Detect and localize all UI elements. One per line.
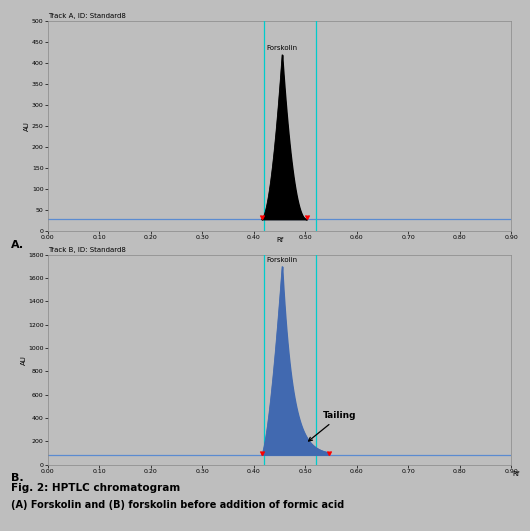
X-axis label: Rf: Rf — [276, 237, 283, 243]
Text: Fig. 2: HPTLC chromatogram: Fig. 2: HPTLC chromatogram — [11, 483, 180, 493]
Text: (A) Forskolin and (B) forskolin before addition of formic acid: (A) Forskolin and (B) forskolin before a… — [11, 500, 344, 510]
Text: A.: A. — [11, 240, 24, 250]
Text: B.: B. — [11, 473, 23, 483]
Text: Track B, ID: Standard8: Track B, ID: Standard8 — [48, 247, 126, 253]
Text: Forskolin: Forskolin — [267, 46, 298, 52]
X-axis label: Rf: Rf — [513, 471, 520, 477]
Text: Tailing: Tailing — [308, 411, 357, 441]
Text: Forskolin: Forskolin — [267, 257, 298, 263]
Y-axis label: AU: AU — [24, 121, 30, 131]
Y-axis label: AU: AU — [21, 355, 27, 365]
Text: Track A, ID: Standard8: Track A, ID: Standard8 — [48, 13, 126, 20]
